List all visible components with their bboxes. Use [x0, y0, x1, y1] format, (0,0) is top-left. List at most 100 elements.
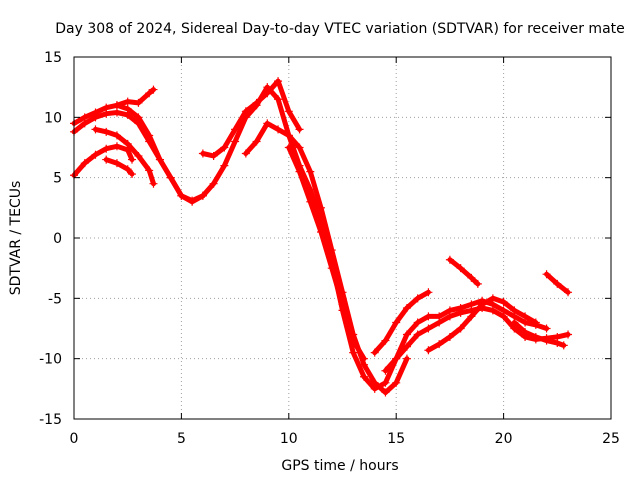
data-point [145, 137, 154, 146]
data-point [488, 294, 497, 303]
data-point [123, 97, 132, 106]
data-point [123, 139, 132, 148]
data-point [112, 142, 121, 151]
data-point [456, 324, 465, 333]
data-point [531, 318, 540, 327]
data-point [91, 113, 100, 122]
x-tick-label: 0 [70, 431, 79, 447]
data-point [274, 95, 283, 104]
data-point [295, 167, 304, 176]
data-point [521, 328, 530, 337]
y-tick-label: -15 [39, 412, 62, 428]
data-point [424, 312, 433, 321]
data-point [112, 159, 121, 168]
data-point [456, 264, 465, 273]
data-point [559, 341, 568, 350]
data-point [402, 303, 411, 312]
data-point [284, 107, 293, 116]
data-point [445, 312, 454, 321]
data-point [252, 137, 261, 146]
data-point [473, 279, 482, 288]
y-axis-label: SDTVAR / TECUs [8, 181, 24, 296]
y-tick-label: -10 [39, 352, 62, 368]
data-point [392, 378, 401, 387]
data-point [338, 300, 347, 309]
data-point [145, 166, 154, 175]
series-track-5 [103, 157, 135, 177]
data-point [149, 179, 158, 188]
data-point [413, 330, 422, 339]
chart-title: Day 308 of 2024, Sidereal Day-to-day VTE… [55, 21, 625, 37]
data-point [220, 161, 229, 170]
data-point [424, 288, 433, 297]
data-point [392, 318, 401, 327]
series-track-10 [372, 289, 431, 356]
data-point [241, 149, 250, 158]
data-point [521, 312, 530, 321]
data-point [102, 109, 111, 118]
data-point [112, 131, 121, 140]
data-point [413, 294, 422, 303]
data-point [381, 388, 390, 397]
data-point [370, 348, 379, 357]
data-point [188, 196, 197, 205]
data-point [91, 125, 100, 134]
x-tick-label: 5 [177, 431, 186, 447]
data-point [402, 330, 411, 339]
data-point [166, 173, 175, 182]
data-point [510, 306, 519, 315]
data-point [198, 149, 207, 158]
data-point [553, 279, 562, 288]
data-point [263, 89, 272, 98]
data-point [359, 354, 368, 363]
data-point [542, 336, 551, 345]
series-track-13 [447, 257, 481, 287]
data-point [381, 366, 390, 375]
data-point [220, 143, 229, 152]
data-point [349, 336, 358, 345]
data-point [134, 98, 143, 107]
y-tick-label: 15 [44, 50, 62, 66]
data-point [274, 125, 283, 134]
data-point [381, 378, 390, 387]
data-point [209, 179, 218, 188]
data-point [134, 151, 143, 160]
data-point [209, 151, 218, 160]
data-point [413, 318, 422, 327]
x-tick-label: 15 [387, 431, 405, 447]
data-point [510, 318, 519, 327]
data-point [149, 85, 158, 94]
data-point [402, 342, 411, 351]
x-tick-label: 10 [280, 431, 298, 447]
data-point [402, 354, 411, 363]
data-point [295, 143, 304, 152]
data-point [435, 340, 444, 349]
data-point [252, 98, 261, 107]
y-tick-label: 0 [53, 231, 62, 247]
data-point [295, 125, 304, 134]
data-point [274, 77, 283, 86]
data-point [102, 127, 111, 136]
data-point [553, 338, 562, 347]
data-point [392, 354, 401, 363]
data-point [80, 159, 89, 168]
data-point [488, 306, 497, 315]
data-point [123, 110, 132, 119]
data-point [317, 203, 326, 212]
data-point [564, 288, 573, 297]
data-point [112, 108, 121, 117]
data-point [284, 131, 293, 140]
data-point [102, 144, 111, 153]
series-track-9 [286, 145, 367, 362]
data-point [155, 155, 164, 164]
x-axis-label: GPS time / hours [281, 458, 398, 474]
data-point [564, 330, 573, 339]
series-layer [70, 77, 573, 397]
series-track-7 [200, 78, 302, 159]
data-point [531, 332, 540, 341]
data-point [317, 227, 326, 236]
data-point [445, 255, 454, 264]
data-point [445, 332, 454, 341]
data-point [123, 165, 132, 174]
